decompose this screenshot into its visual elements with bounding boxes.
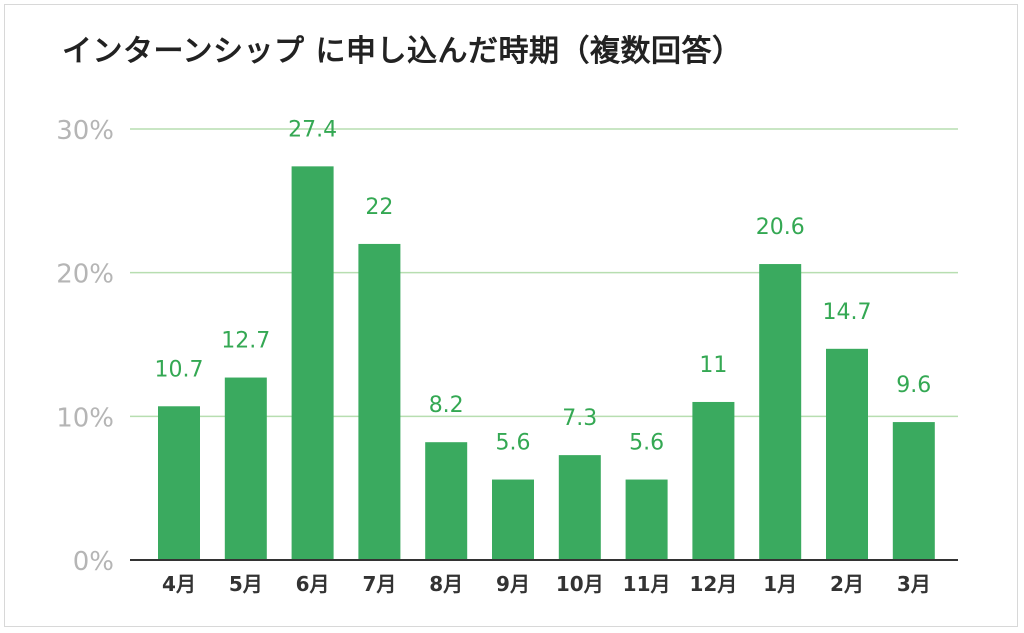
bar <box>558 455 601 560</box>
bar <box>358 243 401 560</box>
bar <box>892 422 935 560</box>
gridlines <box>130 128 958 418</box>
x-tick-label: 10月 <box>556 572 604 596</box>
x-tick-label: 4月 <box>162 572 196 596</box>
bar <box>692 401 735 560</box>
x-tick-label: 8月 <box>429 572 463 596</box>
data-label: 14.7 <box>823 300 872 325</box>
x-tick-label: 1月 <box>763 572 797 596</box>
x-tick-label: 2月 <box>830 572 864 596</box>
bar <box>492 479 534 560</box>
x-tick-label: 5月 <box>229 572 263 596</box>
data-label: 10.7 <box>155 357 204 382</box>
x-tick-label: 3月 <box>897 572 931 596</box>
data-label: 5.6 <box>496 431 531 456</box>
y-tick-label: 30% <box>56 116 114 146</box>
data-label: 5.6 <box>629 431 664 456</box>
data-labels: 10.7 12.7 27.4 22 8.2 5.6 7.3 5.6 11 20.6 14.7 9.6 <box>155 117 932 455</box>
x-axis-ticks: 4月 5月 6月 7月 8月 9月 10月 11月 12月 1月 2月 3月 <box>162 572 931 596</box>
data-label: 8.2 <box>429 393 464 418</box>
data-label: 22 <box>365 195 393 220</box>
bar <box>826 348 868 560</box>
chart-title: インターンシップ に申し込んだ時期（複数回答） <box>62 34 743 69</box>
y-axis-ticks: 0% 10% 20% 30% <box>56 116 114 577</box>
data-label: 11 <box>699 353 727 378</box>
bar <box>625 479 668 560</box>
x-tick-label: 11月 <box>623 572 671 596</box>
bar <box>425 442 468 560</box>
data-label: 9.6 <box>896 373 931 398</box>
data-label: 20.6 <box>756 215 805 240</box>
data-label: 27.4 <box>288 117 337 142</box>
data-label: 7.3 <box>562 406 597 431</box>
data-label: 12.7 <box>221 329 270 354</box>
x-tick-label: 12月 <box>689 572 737 596</box>
bar <box>158 406 200 560</box>
x-tick-label: 6月 <box>296 572 330 596</box>
y-tick-label: 20% <box>56 260 114 290</box>
x-tick-label: 7月 <box>362 572 396 596</box>
y-tick-label: 10% <box>56 403 114 433</box>
bar <box>759 264 802 560</box>
bar <box>224 377 267 560</box>
x-tick-label: 9月 <box>496 572 530 596</box>
bars <box>158 166 935 560</box>
bar <box>291 166 334 560</box>
y-tick-label: 0% <box>73 547 114 577</box>
